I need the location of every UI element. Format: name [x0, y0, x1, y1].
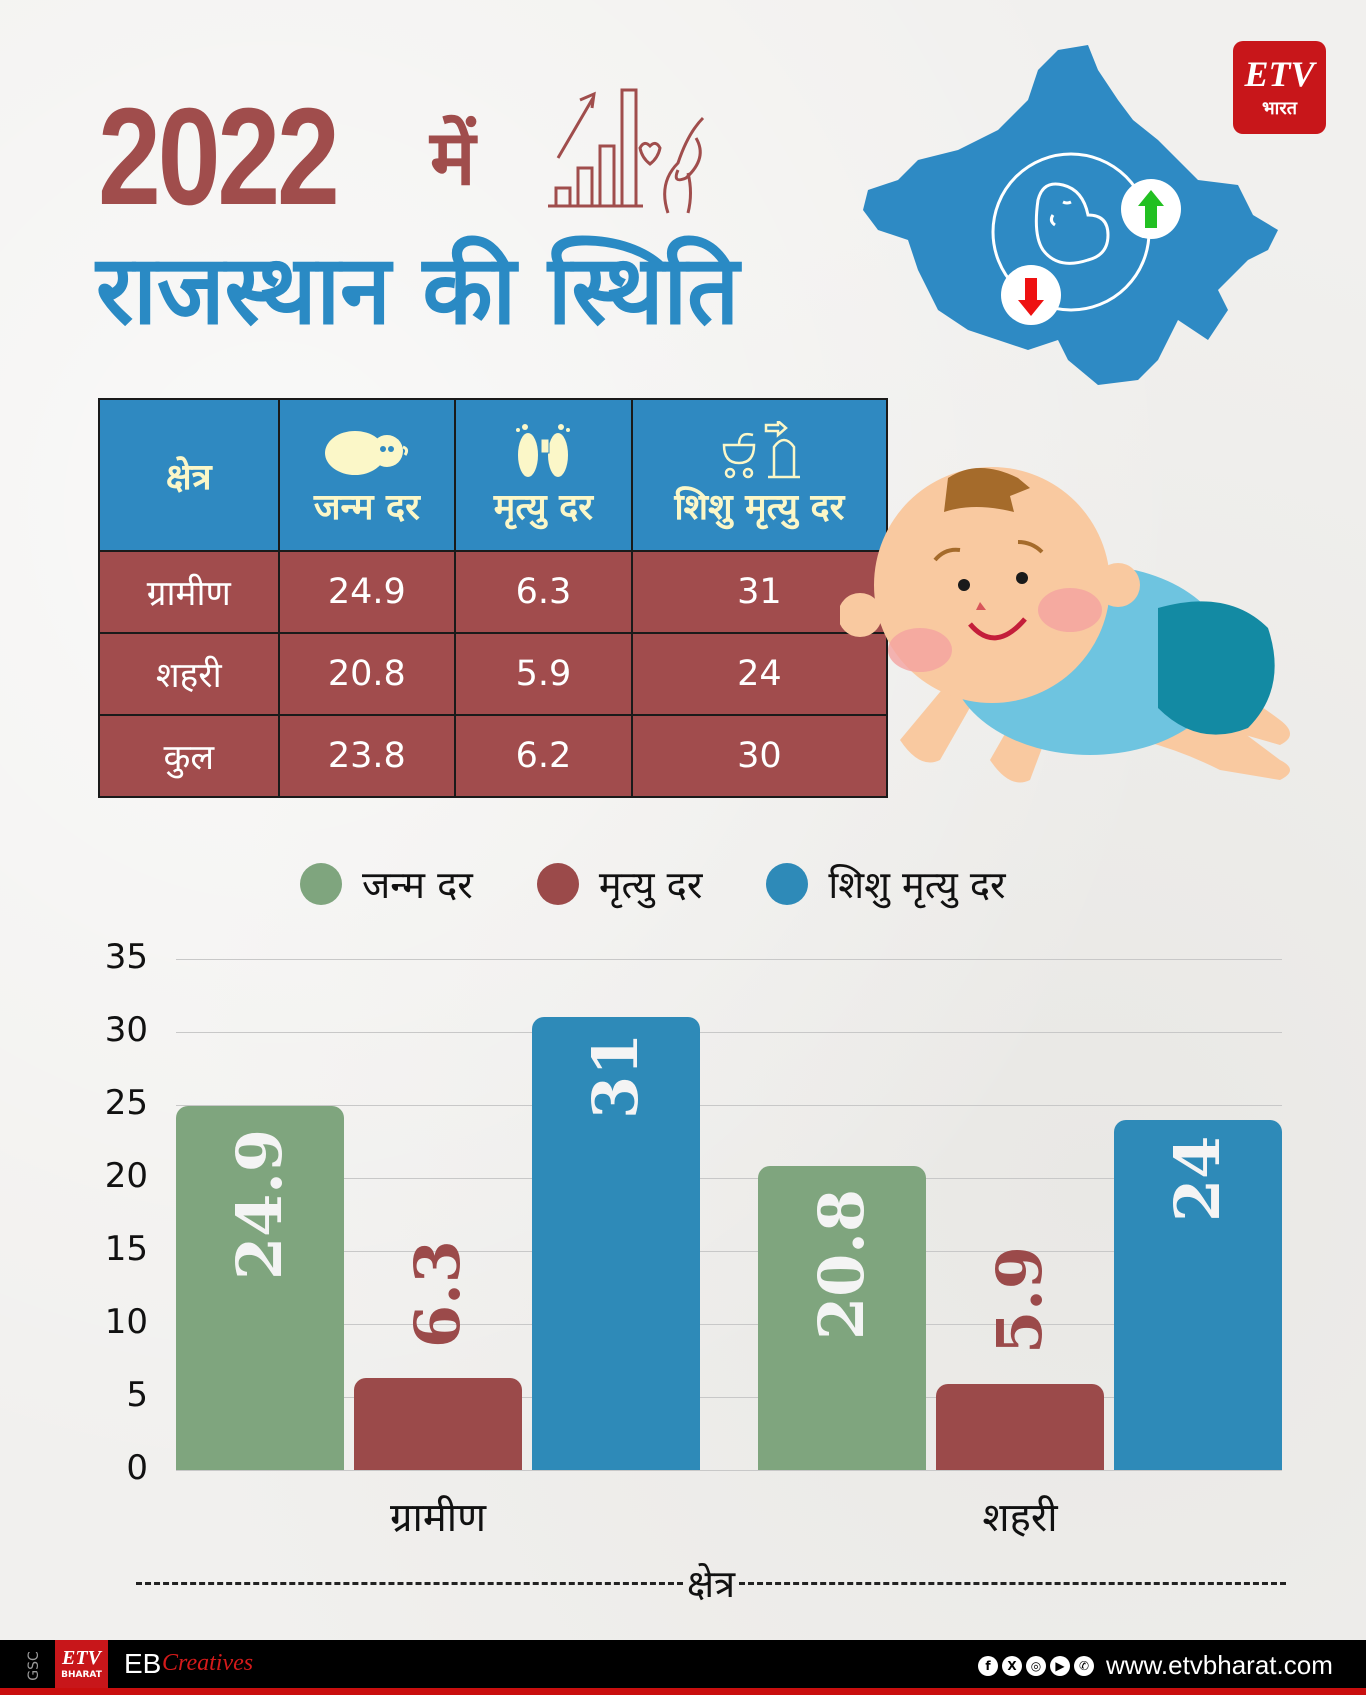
y-axis-tick: 30 [104, 1010, 148, 1050]
x-axis-title: क्षेत्र [136, 1558, 1287, 1608]
title-year: 2022 [98, 80, 340, 234]
x-axis-title-text: क्षेत्र [686, 1562, 736, 1606]
header-label: शिशु मृत्यु दर [674, 486, 845, 528]
growth-chart-pregnancy-icon [548, 88, 705, 214]
y-axis-tick: 35 [104, 937, 148, 977]
footer-etv-text: ETV [62, 1647, 101, 1669]
gridline [176, 1105, 1282, 1106]
whatsapp-icon[interactable]: ✆ [1074, 1656, 1094, 1676]
bar-value-label: 31 [579, 1033, 652, 1120]
bar-value-label: 24 [1161, 1135, 1234, 1222]
data-table: क्षेत्र जन्म दर मृत्यु दर [98, 398, 889, 798]
table-cell: 23.8 [277, 714, 457, 798]
footer-gsc: GSC [26, 1651, 42, 1681]
footer-eb: EB [124, 1648, 162, 1679]
header-label: मृत्यु दर [493, 486, 594, 528]
gridline [176, 1470, 1282, 1471]
bar [936, 1383, 1104, 1470]
gridline [176, 1178, 1282, 1179]
feet-tag-icon [516, 423, 571, 477]
bar-value-label: 6.3 [401, 1240, 474, 1348]
table-cell-region: कुल [98, 714, 280, 798]
header-region: क्षेत्र [98, 398, 280, 552]
table-row: ग्रामीण 24.9 6.3 31 [98, 550, 889, 634]
table-cell: 6.2 [454, 714, 633, 798]
table-row: कुल 23.8 6.2 30 [98, 714, 889, 798]
dashed-line [136, 1581, 683, 1585]
bar [354, 1378, 522, 1470]
gridline [176, 1397, 1282, 1398]
title-year-suffix: में [430, 113, 476, 202]
footer-red-strip [0, 1688, 1366, 1695]
legend-item-death-rate: मृत्यु दर [536, 858, 703, 910]
legend-dot-icon [766, 863, 809, 905]
footer-etv-logo: ETV BHARAT [55, 1640, 108, 1688]
bar-value-label: 5.9 [983, 1245, 1056, 1354]
bar-value-label: 20.8 [805, 1189, 878, 1341]
bar [1114, 1119, 1282, 1470]
instagram-icon[interactable]: ◎ [1026, 1656, 1046, 1676]
legend-item-infant-mortality: शिशु मृत्यु दर [766, 858, 1006, 910]
title-subtitle: राजस्थान की स्थिति [96, 234, 740, 346]
footer-bar [0, 1640, 1366, 1695]
table-row: शहरी 20.8 5.9 24 [98, 632, 889, 716]
youtube-icon[interactable]: ▶ [1050, 1656, 1070, 1676]
header-label: क्षेत्र [165, 456, 212, 498]
legend-dot-icon [536, 863, 579, 905]
y-axis-tick: 25 [104, 1083, 148, 1123]
y-axis-tick: 15 [104, 1229, 148, 1269]
bar [532, 1017, 700, 1470]
newborn-icon [324, 430, 408, 475]
table-cell: 24 [630, 632, 889, 716]
table-cell-region: ग्रामीण [98, 550, 280, 634]
legend-label: शिशु मृत्यु दर [828, 863, 1006, 907]
pram-grave-icon [723, 420, 801, 478]
footer-website-link[interactable]: www.etvbharat.com [1106, 1650, 1333, 1680]
header-infant-mortality: शिशु मृत्यु दर [630, 398, 889, 552]
legend-label: जन्म दर [362, 863, 473, 907]
bar [758, 1166, 926, 1470]
table-cell: 20.8 [277, 632, 457, 716]
x-axis-category-label: शहरी [982, 1495, 1058, 1541]
y-axis-tick: 5 [126, 1375, 148, 1415]
crawling-baby-illustration [840, 467, 1290, 783]
footer-etv-sub: BHARAT [61, 1670, 102, 1680]
header-death-rate: मृत्यु दर [454, 398, 633, 552]
table-cell: 30 [630, 714, 889, 798]
x-axis-category-label: ग्रामीण [389, 1495, 487, 1541]
header-label: जन्म दर [313, 486, 420, 528]
header-birth-rate: जन्म दर [277, 398, 457, 552]
table-cell: 6.3 [454, 550, 633, 634]
table-header-row: क्षेत्र जन्म दर मृत्यु दर [98, 398, 889, 552]
logo-brand-sub: भारत [1262, 97, 1297, 119]
gridline [176, 1251, 1282, 1252]
legend-label: मृत्यु दर [598, 863, 703, 907]
chart-legend: जन्म दर मृत्यु दर शिशु मृत्यु दर [300, 858, 1070, 910]
rajasthan-map-icon [863, 45, 1278, 385]
footer-creatives: Creatives [162, 1650, 254, 1676]
y-axis-tick: 10 [104, 1302, 148, 1342]
x-twitter-icon[interactable]: X [1002, 1656, 1022, 1676]
y-axis-tick: 0 [126, 1448, 148, 1488]
bar-chart: 35 30 25 20 15 10 5 0 24.9 6.3 31 ग्रामीण 20.8 5.9 24 श… [0, 937, 1366, 1541]
bar-value-label: 24.9 [223, 1129, 296, 1281]
etv-bharat-logo: ETV भारत [1233, 41, 1326, 134]
logo-brand: ETV [1244, 53, 1315, 94]
legend-dot-icon [300, 863, 342, 905]
dashed-line [739, 1581, 1287, 1585]
bar [176, 1106, 344, 1470]
footer-social-icons: f X ◎ ▶ ✆ [978, 1656, 1094, 1676]
gridline [176, 1324, 1282, 1325]
table-cell: 5.9 [454, 632, 633, 716]
legend-item-birth-rate: जन्म दर [300, 858, 473, 910]
y-axis-tick: 20 [104, 1156, 148, 1196]
gridline [176, 1032, 1282, 1033]
table-cell: 24.9 [277, 550, 457, 634]
gridline [176, 959, 1282, 960]
table-cell-region: शहरी [98, 632, 280, 716]
facebook-icon[interactable]: f [978, 1656, 998, 1676]
